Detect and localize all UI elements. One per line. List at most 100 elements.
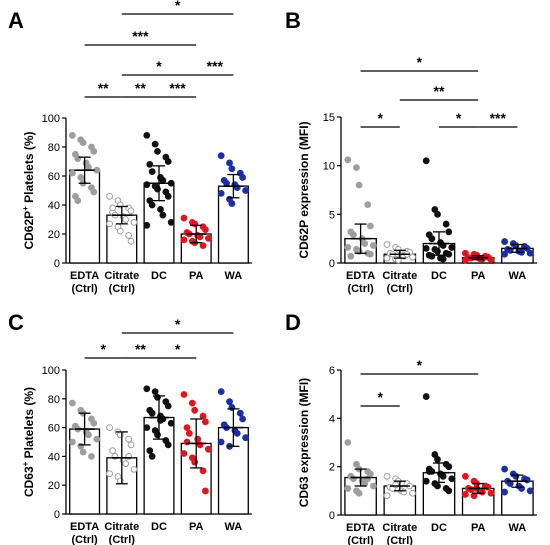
data-point	[205, 445, 212, 453]
significance-label: **	[98, 80, 109, 96]
data-point	[425, 468, 433, 475]
data-point	[422, 245, 430, 252]
y-axis-label: CD62P+ Platelets (%)	[21, 131, 36, 249]
data-point	[183, 424, 191, 432]
data-point	[350, 475, 357, 483]
data-point	[355, 489, 363, 497]
data-point	[90, 188, 98, 196]
data-point	[164, 441, 172, 449]
x-tick-label: WA	[509, 270, 527, 282]
significance-label: **	[135, 341, 146, 357]
data-point	[157, 205, 164, 213]
x-tick-label: EDTA (Ctrl)	[346, 522, 375, 545]
significance-label: **	[135, 80, 146, 96]
data-point	[228, 200, 236, 207]
significance-label: *	[175, 0, 181, 13]
data-point	[146, 447, 154, 455]
x-tick-label: PA	[471, 522, 486, 534]
data-point	[487, 489, 495, 497]
significance-label: **	[434, 83, 445, 99]
data-point	[167, 419, 175, 427]
data-point	[217, 152, 225, 160]
data-point	[217, 438, 225, 446]
y-tick-label: 0	[329, 510, 335, 522]
data-point	[434, 210, 441, 218]
data-point	[445, 228, 453, 236]
data-point	[143, 424, 151, 432]
data-point	[217, 190, 225, 197]
y-tick-label: 60	[48, 171, 60, 183]
data-point	[68, 438, 76, 446]
data-point	[106, 470, 113, 478]
x-tick-label: Citrate (Ctrl)	[382, 522, 417, 545]
data-point	[164, 158, 172, 165]
data-point	[239, 174, 247, 181]
data-point	[106, 220, 113, 228]
data-point	[484, 483, 492, 491]
y-tick-label: 0	[329, 258, 335, 270]
data-point	[228, 165, 236, 173]
data-point	[434, 456, 441, 463]
y-tick-label: 100	[42, 365, 60, 377]
data-point	[526, 249, 534, 257]
panel-letter: B	[285, 8, 301, 33]
data-point	[462, 472, 469, 480]
data-point	[364, 475, 372, 483]
data-point	[205, 234, 212, 242]
data-point	[85, 163, 92, 171]
x-tick-label: WA	[509, 522, 527, 534]
y-tick-label: 0	[54, 509, 60, 521]
data-point	[127, 207, 135, 215]
y-tick-label: 40	[48, 200, 60, 212]
x-tick-label: EDTA (Ctrl)	[70, 270, 99, 295]
data-point	[428, 252, 436, 260]
data-point	[523, 476, 531, 484]
x-tick-label: PA	[189, 521, 204, 533]
data-point	[501, 488, 509, 496]
x-tick-label: Citrate (Ctrl)	[382, 270, 417, 295]
data-point	[79, 139, 87, 147]
data-point	[392, 481, 400, 489]
data-point	[434, 482, 441, 490]
x-tick-label: PA	[471, 270, 486, 282]
data-point	[180, 236, 188, 244]
data-point	[366, 222, 374, 230]
data-point	[148, 409, 156, 417]
data-point	[88, 453, 95, 460]
significance-label: *	[156, 58, 162, 74]
data-point	[445, 487, 453, 495]
panel-b: B 0 5 10 15 CD62P expression (MFI) EDTA (Ctrl) C…	[285, 8, 537, 295]
data-point	[185, 429, 193, 437]
y-tick-label: 20	[48, 480, 60, 492]
y-tick-label: 10	[323, 161, 335, 173]
data-point	[467, 486, 475, 494]
data-point	[422, 393, 430, 400]
y-tick-label: 6	[329, 365, 335, 377]
data-point	[164, 192, 172, 200]
data-point	[344, 439, 352, 446]
data-point	[68, 399, 76, 407]
data-point	[127, 237, 135, 245]
data-point	[501, 250, 509, 258]
data-point	[148, 168, 156, 176]
significance-label: *	[417, 54, 423, 70]
data-point	[188, 399, 196, 407]
panel-letter: C	[8, 310, 24, 335]
data-point	[143, 132, 151, 139]
data-point	[167, 219, 175, 226]
data-point	[239, 415, 247, 423]
data-point	[518, 485, 525, 492]
data-point	[167, 179, 175, 187]
significance-label: *	[417, 357, 423, 373]
data-point	[439, 255, 447, 263]
y-axis-label: CD62P expression (MFI)	[297, 121, 311, 258]
data-point	[202, 418, 209, 426]
data-point	[236, 409, 244, 417]
data-point	[85, 431, 92, 439]
data-point	[164, 402, 172, 410]
data-point	[383, 492, 391, 500]
data-point	[526, 487, 534, 495]
x-tick-label: Citrate (Ctrl)	[104, 270, 139, 295]
data-point	[130, 219, 138, 226]
data-point	[130, 465, 138, 473]
